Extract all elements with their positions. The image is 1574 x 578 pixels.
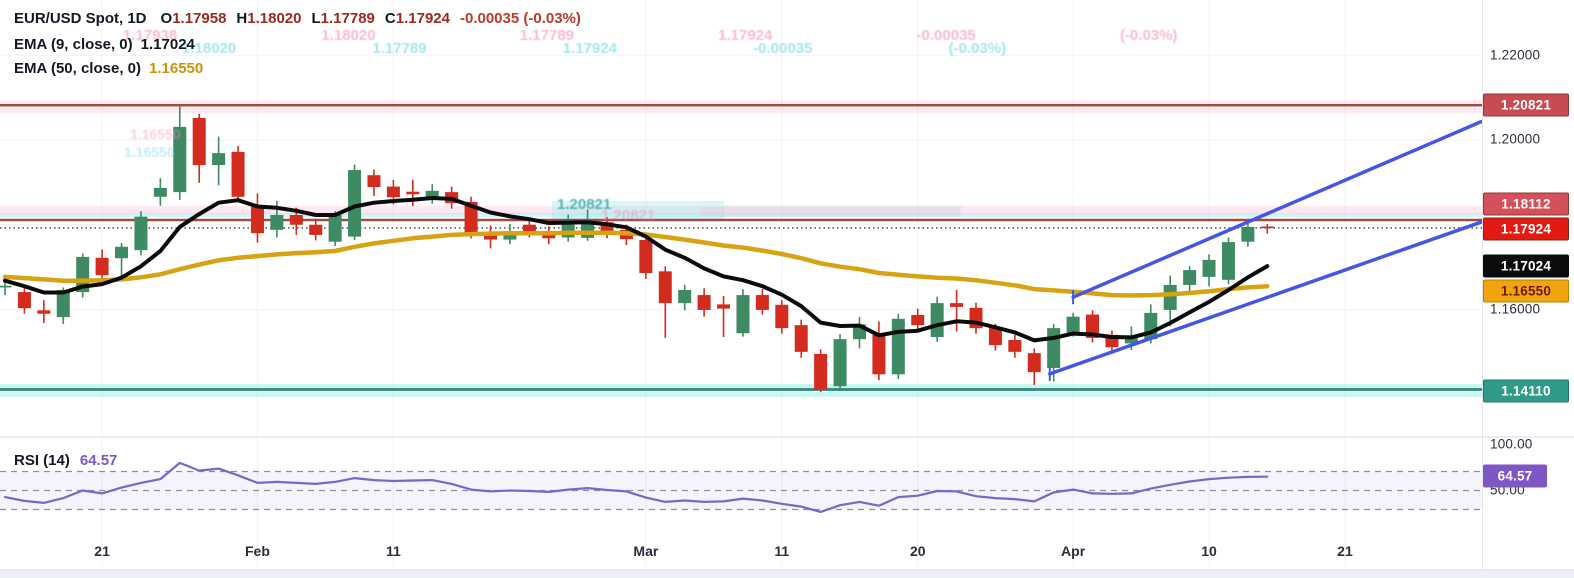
time-axis-label: 21 xyxy=(94,543,110,559)
candle xyxy=(37,300,51,324)
candle xyxy=(231,145,245,201)
glow-bands-layer xyxy=(0,100,1482,397)
support-badge: 1.14110 xyxy=(1483,379,1569,403)
candle xyxy=(1027,348,1041,385)
candle xyxy=(115,242,129,277)
trendline-channel-upper[interactable] xyxy=(1071,120,1483,305)
candle xyxy=(153,178,167,206)
candle xyxy=(852,317,866,349)
time-axis-label: 20 xyxy=(909,543,926,559)
candle xyxy=(1008,334,1022,358)
candle xyxy=(833,334,847,390)
ohlc-low: L1.17789 xyxy=(311,10,375,27)
candle xyxy=(911,308,925,332)
candle xyxy=(1260,223,1274,234)
ohlc-open: O1.17958 xyxy=(160,10,227,27)
resistance-badge-upper: 1.20821 xyxy=(1483,93,1569,117)
time-axis-label: Apr xyxy=(1061,543,1086,559)
candles-layer xyxy=(0,105,1274,393)
candle xyxy=(212,136,226,186)
candle xyxy=(678,284,692,311)
bottom-scroll-band[interactable] xyxy=(0,570,1574,578)
candle xyxy=(1163,275,1177,327)
candle xyxy=(76,253,90,298)
rsi-value: 64.57 xyxy=(79,452,118,469)
candle xyxy=(250,193,264,243)
candle xyxy=(1086,310,1100,343)
candle xyxy=(192,113,206,183)
candle xyxy=(134,211,148,256)
candle xyxy=(950,289,964,332)
change-value: -0.00035 (-0.03%) xyxy=(459,10,581,27)
ema50-legend-row[interactable]: EMA (50, close, 0) 1.16550 xyxy=(14,60,203,77)
ema9-value-badge: 1.17024 xyxy=(1483,254,1569,278)
time-axis-label: 10 xyxy=(1201,543,1217,559)
time-axis-label: Mar xyxy=(633,543,659,559)
ema9-line[interactable] xyxy=(3,196,1270,343)
rsi-value-badge: 64.57 xyxy=(1483,464,1547,488)
ohlc-close: C1.17924 xyxy=(384,10,450,27)
symbol-title[interactable]: EUR/USD Spot, 1D xyxy=(14,10,147,27)
candle xyxy=(969,302,983,334)
rsi-line[interactable] xyxy=(3,461,1269,513)
trendline-channel-lower[interactable] xyxy=(1048,220,1483,381)
candle xyxy=(717,295,731,338)
ema9-label: EMA (9, close, 0) xyxy=(14,36,133,53)
candle xyxy=(348,164,362,240)
price-axis-label: 1.20000 xyxy=(1490,131,1541,147)
candle xyxy=(658,266,672,338)
candle xyxy=(697,288,711,317)
candle xyxy=(425,184,439,204)
candle xyxy=(872,321,886,381)
price-axis-label: 100.00 xyxy=(1490,436,1533,452)
candle xyxy=(755,289,769,315)
time-axis-label: 11 xyxy=(774,543,790,559)
price-axis-label: 1.16000 xyxy=(1490,301,1541,317)
candle xyxy=(95,249,109,281)
time-axis-label: Feb xyxy=(245,543,270,559)
ema9-value: 1.17024 xyxy=(140,36,195,53)
ema50-label: EMA (50, close, 0) xyxy=(14,60,141,77)
ema50-line[interactable] xyxy=(2,230,1270,298)
candle xyxy=(367,169,381,196)
candle xyxy=(484,225,497,249)
candle xyxy=(639,236,653,279)
candle xyxy=(17,287,31,314)
ema50-value: 1.16550 xyxy=(149,60,204,77)
candle xyxy=(309,218,323,241)
ema50-value-badge: 1.16550 xyxy=(1483,279,1569,303)
candle xyxy=(1241,223,1255,247)
price-axis-label: 1.22000 xyxy=(1490,47,1541,63)
resistance-badge-lower: 1.18112 xyxy=(1483,192,1569,216)
candle xyxy=(406,179,420,207)
rsi-label: RSI (14) xyxy=(14,452,70,469)
time-axis-label: 21 xyxy=(1337,543,1353,559)
ema9-legend-row[interactable]: EMA (9, close, 0) 1.17024 xyxy=(14,36,195,53)
candle xyxy=(736,289,750,337)
level-lines-layer xyxy=(0,103,1482,392)
rsi-layer xyxy=(0,461,1482,513)
candle xyxy=(1202,254,1216,287)
candle xyxy=(794,319,808,358)
last-price-badge: 1.17924 xyxy=(1483,217,1569,241)
candle xyxy=(173,105,187,201)
ohlc-high: H1.18020 xyxy=(236,10,302,27)
time-axis-label: 11 xyxy=(385,543,401,559)
candle xyxy=(930,296,944,342)
candle xyxy=(891,313,905,379)
ohlc-row: EUR/USD Spot, 1D O1.17958 H1.18020 L1.17789… xyxy=(14,10,581,27)
rsi-legend-row[interactable]: RSI (14) 64.57 xyxy=(14,452,117,469)
candle xyxy=(1221,237,1235,285)
candle xyxy=(814,349,828,393)
candle xyxy=(775,300,789,334)
candle xyxy=(1183,266,1197,294)
